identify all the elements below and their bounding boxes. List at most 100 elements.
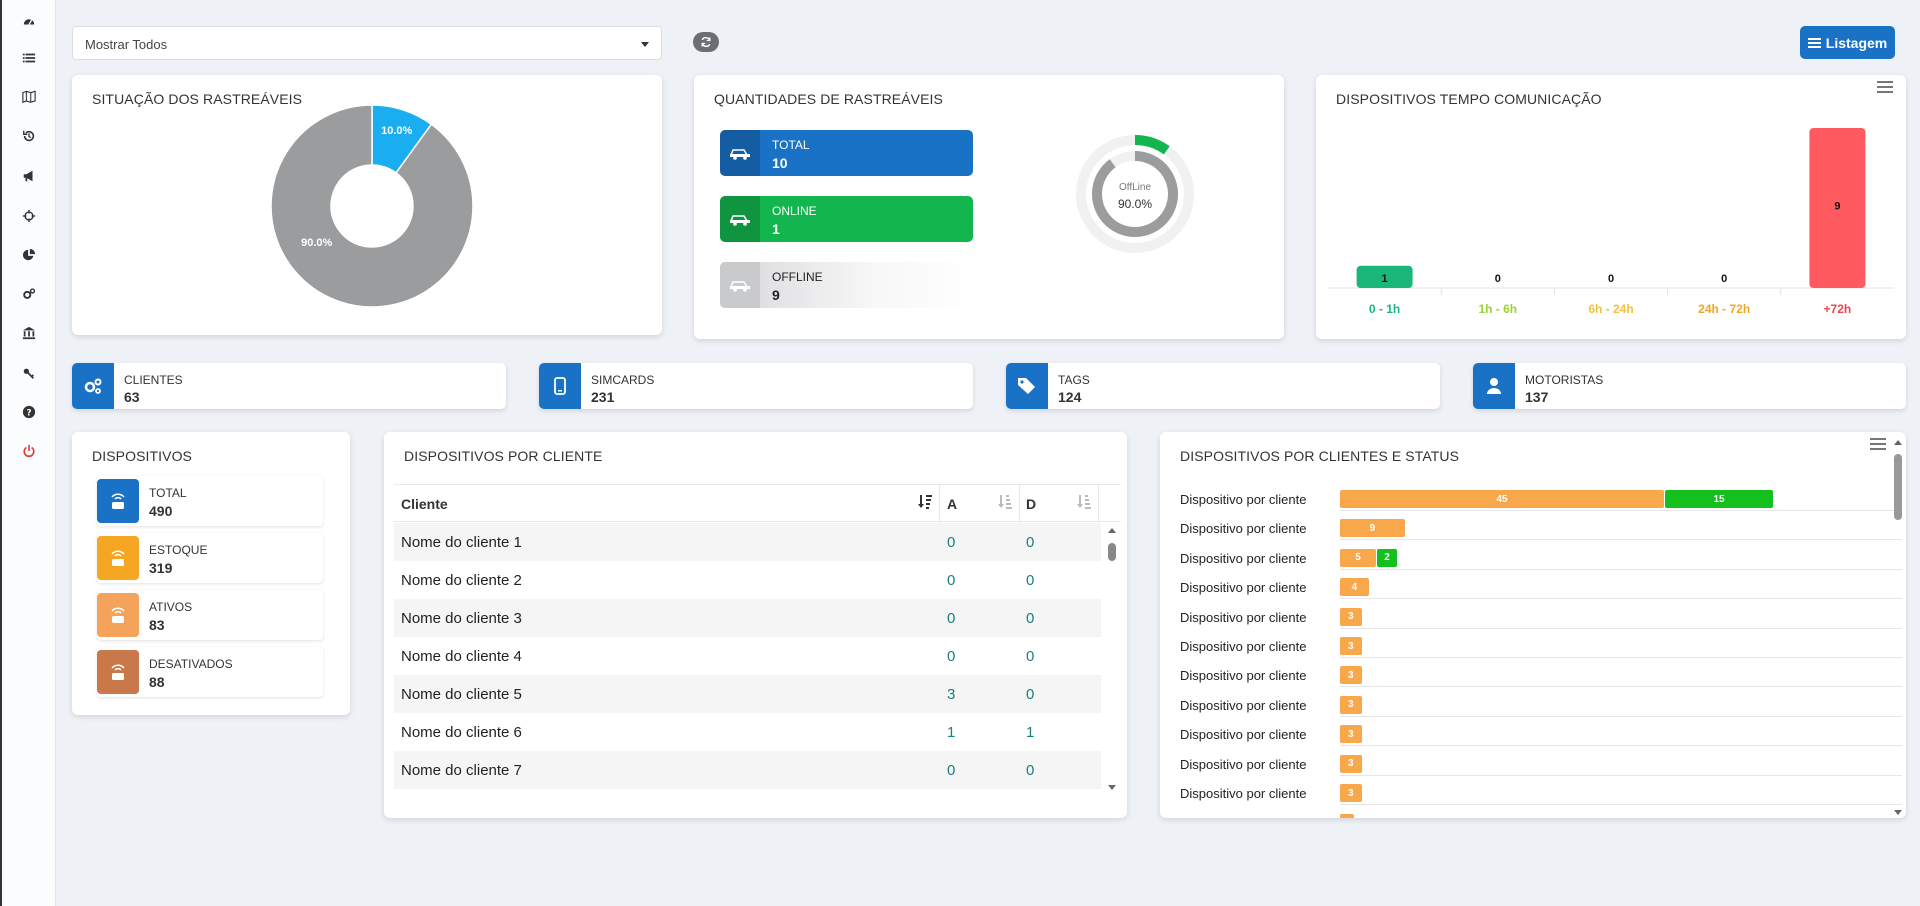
- map-icon[interactable]: [18, 86, 40, 108]
- list-icon[interactable]: [18, 47, 40, 69]
- bar-segment[interactable]: 2: [1377, 548, 1397, 567]
- col-a-header[interactable]: A: [947, 496, 958, 512]
- bar-segment[interactable]: 3: [1340, 754, 1362, 773]
- power-icon[interactable]: [18, 440, 40, 462]
- refresh-button[interactable]: [693, 32, 719, 52]
- bar-segment[interactable]: 3: [1340, 666, 1362, 685]
- online-rastreaveis-card[interactable]: ONLINE 1: [720, 196, 973, 242]
- scroll-up-icon[interactable]: [1108, 528, 1116, 533]
- scroll-down-icon[interactable]: [1108, 785, 1116, 790]
- data-label: 0: [1721, 273, 1727, 285]
- grid-line: [1340, 627, 1902, 629]
- bar-category-label: Dispositivo por cliente: [1180, 550, 1307, 566]
- bar-segment[interactable]: 5: [1340, 548, 1376, 567]
- offline-rastreaveis-card[interactable]: OFFLINE 9: [720, 262, 973, 308]
- refresh-icon: [701, 36, 711, 48]
- cell-cliente: Nome do cliente 1: [401, 534, 522, 551]
- table-scrollbar[interactable]: [1102, 523, 1121, 798]
- dispositivos-ativos-label: ATIVOS: [149, 600, 193, 614]
- bullhorn-icon[interactable]: [18, 165, 40, 187]
- quantidades-card: QUANTIDADES DE RASTREÁVEIS TOTAL 10 ONLI…: [694, 75, 1284, 339]
- bar-segment[interactable]: 45: [1340, 490, 1665, 508]
- bars-icon: [1807, 37, 1821, 48]
- grid-line: [1340, 804, 1902, 805]
- sort-icon[interactable]: [1076, 493, 1092, 511]
- data-label: 9: [1834, 201, 1840, 213]
- cell-a: 0: [947, 648, 956, 665]
- table-row[interactable]: Nome do cliente 7 0 0: [394, 751, 1101, 789]
- dashboard-icon[interactable]: [18, 10, 40, 32]
- dispositivos-desativados-item[interactable]: DESATIVADOS 88: [97, 647, 323, 697]
- por-status-card: DISPOSITIVOS POR CLIENTES E STATUS Dispo…: [1160, 432, 1906, 818]
- dispositivos-ativos-item[interactable]: ATIVOS 83: [97, 590, 323, 640]
- help-icon[interactable]: ?: [18, 401, 40, 423]
- tick-label: 24h - 72h: [1698, 302, 1750, 316]
- chart-menu-icon[interactable]: [1870, 438, 1886, 450]
- filter-value: Mostrar Todos: [85, 37, 168, 52]
- crosshairs-icon[interactable]: [18, 205, 40, 227]
- bar-category-label: Dispositivo por cliente: [1180, 492, 1307, 507]
- motoristas-card[interactable]: MOTORISTAS 137: [1473, 363, 1906, 409]
- bar-row: Dispositivo por cliente 3: [1180, 663, 1902, 688]
- bar-segment[interactable]: 9: [1340, 519, 1405, 538]
- pie-chart-icon[interactable]: [18, 244, 40, 266]
- table-row[interactable]: Nome do cliente 1 0 0: [394, 523, 1101, 561]
- bar[interactable]: [1809, 128, 1866, 288]
- bar-segment[interactable]: 3: [1340, 784, 1362, 802]
- key-icon[interactable]: [18, 362, 40, 384]
- simcards-card[interactable]: SIMCARDS 231: [539, 363, 973, 409]
- bar-category-label: Dispositivo por cliente: [1180, 786, 1307, 801]
- motoristas-label: MOTORISTAS: [1525, 373, 1604, 387]
- bar-category-label: Dispositivo por cliente: [1180, 756, 1307, 772]
- scroll-down-icon[interactable]: [1894, 810, 1902, 815]
- scroll-thumb[interactable]: [1108, 543, 1116, 561]
- col-cliente-header[interactable]: Cliente: [401, 496, 448, 512]
- dispositivos-total-item[interactable]: TOTAL 490: [97, 476, 323, 526]
- grid-line: [1340, 745, 1902, 747]
- bar[interactable]: [1356, 265, 1413, 288]
- tick-label: 6h - 24h: [1588, 302, 1633, 316]
- listagem-button[interactable]: Listagem: [1800, 26, 1895, 59]
- table-row[interactable]: Nome do cliente 5 3 0: [394, 675, 1101, 713]
- total-rastreaveis-card[interactable]: TOTAL 10: [720, 130, 973, 176]
- cell-d: 0: [1026, 534, 1035, 551]
- bank-icon[interactable]: [18, 322, 40, 344]
- history-icon[interactable]: [18, 125, 40, 147]
- dispositivos-title: DISPOSITIVOS: [92, 448, 192, 464]
- chart-menu-icon[interactable]: [1877, 81, 1893, 93]
- table-row[interactable]: Nome do cliente 6 1 1: [394, 713, 1101, 751]
- sort-desc-icon[interactable]: [917, 493, 933, 511]
- grid-line: [1340, 657, 1902, 658]
- table-row-partial: [394, 789, 1101, 803]
- cell-d: 0: [1026, 686, 1035, 703]
- dispositivos-estoque-label: ESTOQUE: [149, 543, 208, 557]
- bar-segment[interactable]: 3: [1340, 695, 1362, 714]
- clientes-card[interactable]: CLIENTES 63: [72, 363, 506, 409]
- table-row[interactable]: Nome do cliente 4 0 0: [394, 637, 1101, 675]
- car-icon: [720, 262, 760, 308]
- scroll-thumb[interactable]: [1894, 454, 1902, 520]
- por-status-title: DISPOSITIVOS POR CLIENTES E STATUS: [1180, 448, 1460, 464]
- bar-category-label: Dispositivo por cliente: [1180, 697, 1307, 713]
- sort-icon[interactable]: [997, 493, 1013, 511]
- bar-segment[interactable]: 3: [1340, 607, 1362, 626]
- chart-scrollbar[interactable]: [1892, 440, 1904, 815]
- tags-card[interactable]: TAGS 124: [1006, 363, 1440, 409]
- pie-slice-offline[interactable]: [270, 104, 474, 308]
- table-row[interactable]: Nome do cliente 2 0 0: [394, 561, 1101, 599]
- bar-category-label: Dispositivo por cliente: [1180, 609, 1307, 625]
- scroll-up-icon[interactable]: [1894, 440, 1902, 445]
- simcards-value: 231: [591, 389, 615, 405]
- bar-category-label: Dispositivo por cliente: [1180, 521, 1307, 537]
- bar-segment[interactable]: 15: [1665, 490, 1774, 508]
- bar-segment[interactable]: 3: [1340, 725, 1362, 744]
- bar-segment[interactable]: 3: [1340, 637, 1362, 655]
- col-d-header[interactable]: D: [1026, 496, 1037, 512]
- filter-select[interactable]: Mostrar Todos: [72, 26, 662, 60]
- cogs-icon[interactable]: [18, 283, 40, 305]
- dispositivos-estoque-item[interactable]: ESTOQUE 319: [97, 533, 323, 583]
- table-row[interactable]: Nome do cliente 3 0 0: [394, 599, 1101, 637]
- bar-segment[interactable]: 4: [1340, 578, 1369, 597]
- motoristas-value: 137: [1525, 389, 1549, 405]
- cell-a: 3: [947, 686, 956, 703]
